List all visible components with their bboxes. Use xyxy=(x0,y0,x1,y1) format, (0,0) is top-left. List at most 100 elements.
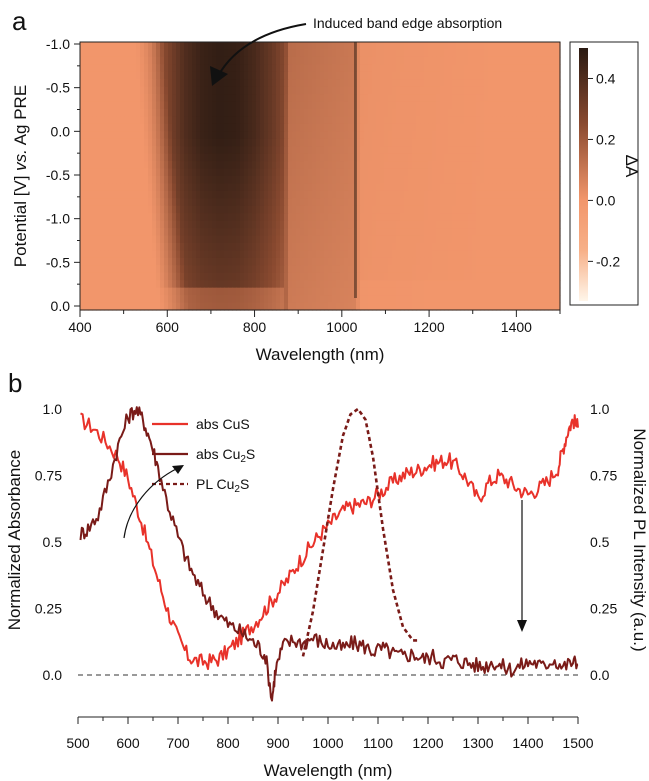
heatmap-cell xyxy=(476,257,481,266)
heatmap-cell xyxy=(216,86,221,95)
heatmap-cell xyxy=(376,220,381,229)
heatmap-cell xyxy=(404,116,409,125)
heatmap-cell xyxy=(128,198,133,207)
heatmap-cell xyxy=(496,220,501,229)
heatmap-cell xyxy=(540,220,545,229)
heatmap-cell xyxy=(472,138,477,147)
heatmap-cell xyxy=(176,257,181,266)
heatmap-cell xyxy=(84,220,89,229)
heatmap-cell xyxy=(304,109,309,118)
heatmap-cell xyxy=(444,138,449,147)
heatmap-cell xyxy=(268,272,273,281)
heatmap-cell xyxy=(140,295,145,304)
heatmap-cell xyxy=(260,257,265,266)
heatmap-cell xyxy=(204,146,209,155)
heatmap-cell xyxy=(348,138,353,147)
heatmap-cell xyxy=(252,101,257,110)
heatmap-cell xyxy=(156,265,161,274)
heatmap-cell xyxy=(548,64,553,73)
heatmap-cell xyxy=(508,220,513,229)
b-x-tick-label-1500: 1500 xyxy=(562,735,593,751)
heatmap-cell xyxy=(88,101,93,110)
heatmap-cell xyxy=(496,250,501,259)
heatmap-cell xyxy=(100,272,105,281)
heatmap-cell xyxy=(368,138,373,147)
heatmap-cell xyxy=(92,213,97,222)
heatmap-cell xyxy=(304,49,309,58)
heatmap-cell xyxy=(80,153,85,162)
heatmap-cell xyxy=(260,146,265,155)
heatmap-cell xyxy=(308,49,313,58)
heatmap-cell xyxy=(152,56,157,65)
heatmap-cell xyxy=(544,190,549,199)
heatmap-cell xyxy=(80,235,85,244)
heatmap-cell xyxy=(200,71,205,80)
heatmap-cell xyxy=(184,101,189,110)
heatmap-cell xyxy=(540,86,545,95)
heatmap-cell xyxy=(388,153,393,162)
heatmap-cell xyxy=(296,243,301,252)
heatmap-cell xyxy=(340,265,345,274)
heatmap-cell xyxy=(392,295,397,304)
heatmap-cell xyxy=(380,138,385,147)
heatmap-cell xyxy=(292,86,297,95)
b-x-tick-label-700: 700 xyxy=(166,735,190,751)
arrow-to-right-axis-head xyxy=(172,465,184,474)
heatmap-cell xyxy=(428,86,433,95)
heatmap-cell xyxy=(488,123,493,132)
heatmap-cell xyxy=(492,86,497,95)
heatmap-cell xyxy=(480,190,485,199)
heatmap-cell xyxy=(180,183,185,192)
heatmap-cell xyxy=(216,168,221,177)
heatmap-cell xyxy=(448,49,453,58)
heatmap-cell xyxy=(504,56,509,65)
heatmap-cell xyxy=(296,86,301,95)
heatmap-cell xyxy=(108,302,113,311)
heatmap-cell xyxy=(360,42,365,51)
heatmap-cell xyxy=(284,198,289,207)
heatmap-cell xyxy=(276,176,281,185)
heatmap-cell xyxy=(332,228,337,237)
heatmap-cell xyxy=(264,190,269,199)
heatmap-cell xyxy=(516,190,521,199)
heatmap-cell xyxy=(172,205,177,214)
heatmap-cell xyxy=(400,280,405,289)
heatmap-cell xyxy=(160,228,165,237)
heatmap-cell xyxy=(164,287,169,296)
heatmap-cell xyxy=(296,295,301,304)
heatmap-cell xyxy=(256,56,261,65)
heatmap-cell xyxy=(116,94,121,103)
heatmap-cell xyxy=(212,250,217,259)
heatmap-cell xyxy=(504,213,509,222)
heatmap-cell xyxy=(328,190,333,199)
heatmap-cell xyxy=(344,220,349,229)
heatmap-cell xyxy=(212,228,217,237)
heatmap-cell xyxy=(416,272,421,281)
heatmap-cell xyxy=(240,243,245,252)
heatmap-cell xyxy=(348,161,353,170)
heatmap-cell xyxy=(532,265,537,274)
heatmap-cell xyxy=(368,235,373,244)
heatmap-cell xyxy=(324,168,329,177)
heatmap-cell xyxy=(156,101,161,110)
heatmap-cell xyxy=(424,79,429,88)
heatmap-cell xyxy=(124,146,129,155)
heatmap-cell xyxy=(208,257,213,266)
heatmap-cell xyxy=(436,116,441,125)
heatmap-cell xyxy=(180,213,185,222)
heatmap-cell xyxy=(416,287,421,296)
heatmap-cell xyxy=(192,42,197,51)
heatmap-cell xyxy=(252,64,257,73)
heatmap-cell xyxy=(88,49,93,58)
heatmap-cell xyxy=(184,42,189,51)
heatmap-cell xyxy=(440,295,445,304)
heatmap-cell xyxy=(168,168,173,177)
heatmap-cell xyxy=(504,272,509,281)
heatmap-cell xyxy=(404,183,409,192)
heatmap-cell xyxy=(392,153,397,162)
heatmap-cell xyxy=(304,272,309,281)
heatmap-cell xyxy=(340,287,345,296)
heatmap-cell xyxy=(84,161,89,170)
heatmap-cell xyxy=(216,257,221,266)
heatmap-cell xyxy=(272,176,277,185)
